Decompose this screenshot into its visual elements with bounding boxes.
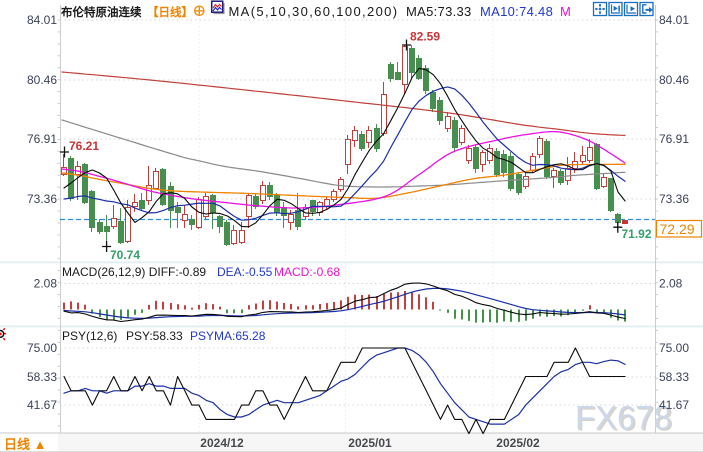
svg-text:2025/01: 2025/01 — [348, 436, 392, 450]
svg-text:82.59: 82.59 — [410, 30, 440, 44]
svg-text:DEA:-0.55: DEA:-0.55 — [217, 265, 273, 279]
svg-text:70.74: 70.74 — [110, 248, 140, 262]
svg-text:41.67: 41.67 — [659, 398, 689, 412]
svg-text:75.00: 75.00 — [659, 341, 689, 355]
svg-text:M: M — [560, 4, 571, 19]
svg-text:日线 ▲: 日线 ▲ — [4, 437, 46, 452]
svg-text:FX678: FX678 — [575, 400, 672, 438]
svg-text:MACD:-0.68: MACD:-0.68 — [274, 265, 340, 279]
svg-text:80.46: 80.46 — [659, 73, 689, 87]
svg-text:73.36: 73.36 — [659, 192, 689, 206]
svg-text:2024/12: 2024/12 — [200, 436, 244, 450]
svg-text:76.21: 76.21 — [69, 139, 99, 153]
svg-text:58.33: 58.33 — [659, 370, 689, 384]
svg-text:58.33: 58.33 — [27, 370, 57, 384]
svg-text:76.91: 76.91 — [27, 132, 57, 146]
svg-text:80.46: 80.46 — [27, 73, 57, 87]
svg-text:76.91: 76.91 — [659, 132, 689, 146]
svg-text:MACD(26,12,9) DIFF:-0.89: MACD(26,12,9) DIFF:-0.89 — [62, 265, 206, 279]
svg-text:75.00: 75.00 — [27, 341, 57, 355]
svg-text:71.92: 71.92 — [622, 227, 652, 241]
svg-text:41.67: 41.67 — [27, 398, 57, 412]
svg-text:84.01: 84.01 — [659, 13, 689, 27]
svg-text:FX678: FX678 — [577, 401, 674, 439]
svg-text:2.08: 2.08 — [659, 277, 683, 291]
svg-text:PSY:58.33: PSY:58.33 — [126, 329, 183, 343]
svg-text:布伦特原油连续: 布伦特原油连续 — [60, 5, 142, 19]
svg-text:MA(5,10,30,60,100,200): MA(5,10,30,60,100,200) — [229, 4, 399, 19]
svg-text:2.08: 2.08 — [34, 277, 58, 291]
svg-text:PSYMA:65.28: PSYMA:65.28 — [190, 329, 266, 343]
svg-text:MA5:73.33: MA5:73.33 — [406, 4, 472, 19]
svg-text:84.01: 84.01 — [27, 13, 57, 27]
svg-text:72.29: 72.29 — [660, 221, 695, 237]
svg-text:73.36: 73.36 — [27, 192, 57, 206]
svg-text:PSY(12,6): PSY(12,6) — [62, 329, 117, 343]
svg-text:MA10:74.48: MA10:74.48 — [480, 4, 553, 19]
svg-text:2025/02: 2025/02 — [496, 436, 540, 450]
svg-text:【日线】: 【日线】 — [147, 5, 193, 19]
